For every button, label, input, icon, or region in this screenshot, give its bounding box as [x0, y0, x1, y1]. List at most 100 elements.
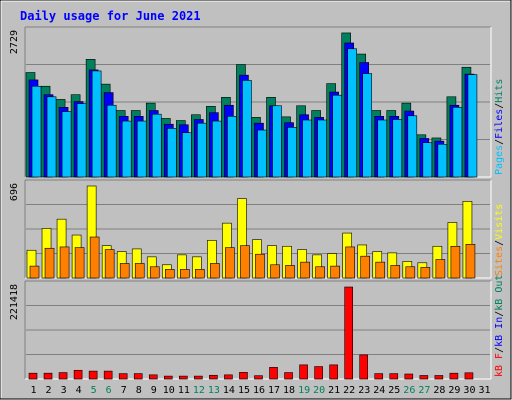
bar-kb-f	[43, 372, 53, 380]
bar-pages	[362, 73, 373, 178]
bar-pages	[347, 48, 357, 178]
bar-pages	[392, 119, 403, 178]
bar-kb-f	[103, 370, 113, 380]
bar-sites	[375, 261, 386, 279]
bar-pages	[106, 104, 117, 178]
bar-kb-f	[344, 286, 353, 380]
bar-kb-f	[434, 375, 444, 380]
x-tick-label: 26	[403, 385, 415, 396]
x-axis-labels: 1 2 3 4 5 6 7 8 9 10 11 12 13 14 15 16 17 18 19 20 21 22 23 24 2…	[31, 385, 491, 396]
bar-sites	[29, 265, 40, 279]
panel-legend: Sites/Visits	[494, 204, 505, 276]
x-tick-label: 15	[238, 385, 250, 396]
bar-kb-f	[224, 374, 233, 380]
bar-kb-f	[269, 367, 278, 380]
bar-kb-f	[464, 372, 474, 380]
x-tick-label: 18	[283, 385, 295, 396]
bar-sites	[435, 259, 446, 279]
x-tick-label: 22	[343, 385, 355, 396]
x-tick-label: 20	[313, 385, 325, 396]
x-tick-label: 10	[163, 385, 175, 396]
x-tick-label: 7	[121, 385, 127, 396]
bar-pages	[76, 103, 87, 178]
x-tick-label: 5	[91, 385, 97, 396]
bar-kb-f	[28, 372, 38, 380]
bar-sites	[180, 269, 190, 279]
bar-sites	[390, 265, 401, 279]
bar-sites	[405, 266, 416, 279]
bar-sites	[345, 246, 355, 279]
x-tick-label: 3	[61, 385, 67, 396]
bar-kb-f	[299, 364, 308, 380]
bar-sites	[59, 246, 70, 279]
bar-sites	[450, 245, 461, 279]
legend-entry: kB Out	[494, 275, 505, 311]
bar-pages	[257, 129, 267, 178]
bar-pages	[272, 105, 282, 178]
legend-entry: Visits	[494, 204, 505, 240]
chart-panels: 2729Pages/Files/Hits696Sites/Visits22141…	[9, 26, 505, 380]
legend-entry: Files	[494, 109, 505, 139]
bar-pages	[227, 116, 237, 178]
bar-kb-f	[179, 375, 188, 380]
chart-title: Daily usage for June 2021	[20, 9, 201, 23]
bar-pages	[422, 142, 433, 178]
bar-pages	[242, 80, 252, 178]
bar-pages	[91, 70, 102, 178]
bar-pages	[166, 128, 177, 178]
bar-kb-f	[404, 373, 414, 380]
bar-sites	[119, 263, 130, 279]
panel-legend: Pages/Files/Hits	[494, 79, 505, 175]
x-tick-label: 1	[31, 385, 37, 396]
bar-sites	[465, 243, 476, 279]
bar-kb-f	[239, 372, 248, 380]
bar-sites	[285, 265, 295, 279]
bar-pages	[377, 119, 388, 178]
panel-scale-label: 696	[9, 183, 20, 201]
x-tick-label: 14	[223, 385, 235, 396]
bar-kb-f	[194, 375, 203, 380]
bar-pages	[407, 115, 418, 178]
bar-pages	[332, 94, 342, 178]
bar-sites	[300, 261, 310, 279]
legend-entry: Pages	[494, 145, 505, 175]
bar-pages	[212, 120, 222, 178]
bar-pages	[182, 132, 192, 178]
bar-kb-f	[209, 374, 218, 380]
bar-pages	[467, 74, 478, 178]
legend-entry: Sites	[494, 246, 505, 276]
bar-kb-f	[88, 370, 98, 380]
bar-pages	[151, 113, 162, 178]
legend-entry: /	[494, 347, 505, 353]
x-tick-label: 2	[46, 385, 52, 396]
bar-kb-f	[419, 375, 429, 380]
x-tick-label: 4	[76, 385, 82, 396]
x-tick-label: 24	[373, 385, 385, 396]
panel-legend: kB F/kB In/kB Out	[494, 275, 505, 377]
x-tick-label: 21	[328, 385, 340, 396]
bar-pages	[46, 96, 57, 178]
bar-sites	[420, 267, 431, 279]
bar-sites	[255, 253, 265, 279]
panel-scale-label: 2729	[9, 30, 20, 54]
panel-bars	[28, 286, 474, 380]
legend-entry: /	[494, 311, 505, 317]
legend-entry: /	[494, 103, 505, 109]
x-tick-label: 8	[136, 385, 142, 396]
bar-sites	[104, 249, 115, 279]
bar-pages	[61, 111, 72, 178]
bar-kb-f	[374, 373, 384, 380]
bar-kb-f	[58, 372, 68, 380]
bar-kb-f	[329, 364, 338, 380]
bar-pages	[121, 120, 132, 178]
panel-bars	[25, 32, 478, 178]
x-tick-label: 28	[433, 385, 445, 396]
bar-kb-f	[73, 369, 83, 380]
x-tick-label: 11	[178, 385, 190, 396]
bar-kb-f	[163, 375, 173, 380]
bar-kb-f	[254, 375, 263, 380]
legend-entry: /	[494, 240, 505, 246]
bar-pages	[452, 107, 463, 178]
